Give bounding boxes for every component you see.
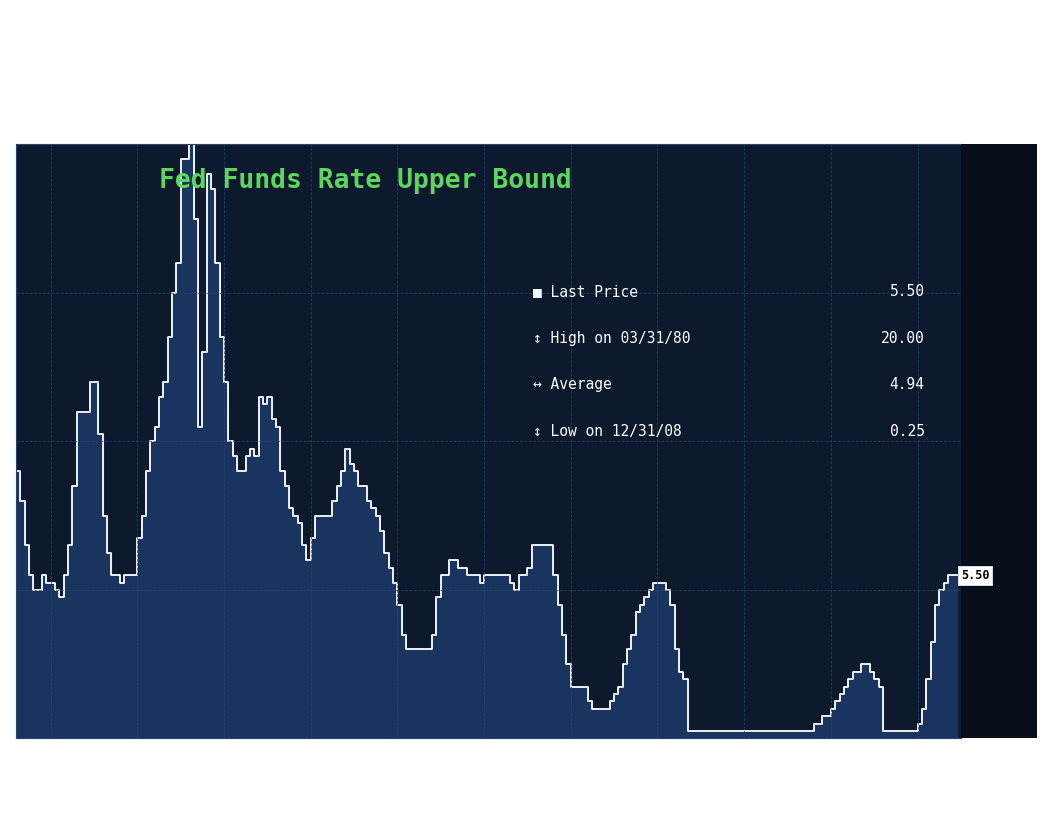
- Text: 0.25: 0.25: [889, 424, 925, 439]
- Text: THE PRUDENT SPECULATOR: THE PRUDENT SPECULATOR: [32, 38, 304, 56]
- Text: 5.50: 5.50: [889, 284, 925, 299]
- Text: 5.50: 5.50: [961, 569, 989, 582]
- Text: K: K: [996, 30, 1021, 64]
- Text: ↕ Low on 12/31/08: ↕ Low on 12/31/08: [533, 424, 682, 439]
- Text: FDTR Index (Federal Funds Target Rate - Upper Bound) FedFundsRate  Quarterly 01J: FDTR Index (Federal Funds Target Rate - …: [11, 769, 913, 778]
- Text: ↔ Average: ↔ Average: [533, 377, 612, 392]
- Text: 20.00: 20.00: [881, 330, 925, 346]
- Text: ↕ High on 03/31/80: ↕ High on 03/31/80: [533, 330, 691, 346]
- Text: Fed Funds Rate Upper Bound: Fed Funds Rate Upper Bound: [159, 168, 572, 194]
- Text: ■ Last Price: ■ Last Price: [533, 284, 639, 299]
- Text: 4.94: 4.94: [889, 377, 925, 392]
